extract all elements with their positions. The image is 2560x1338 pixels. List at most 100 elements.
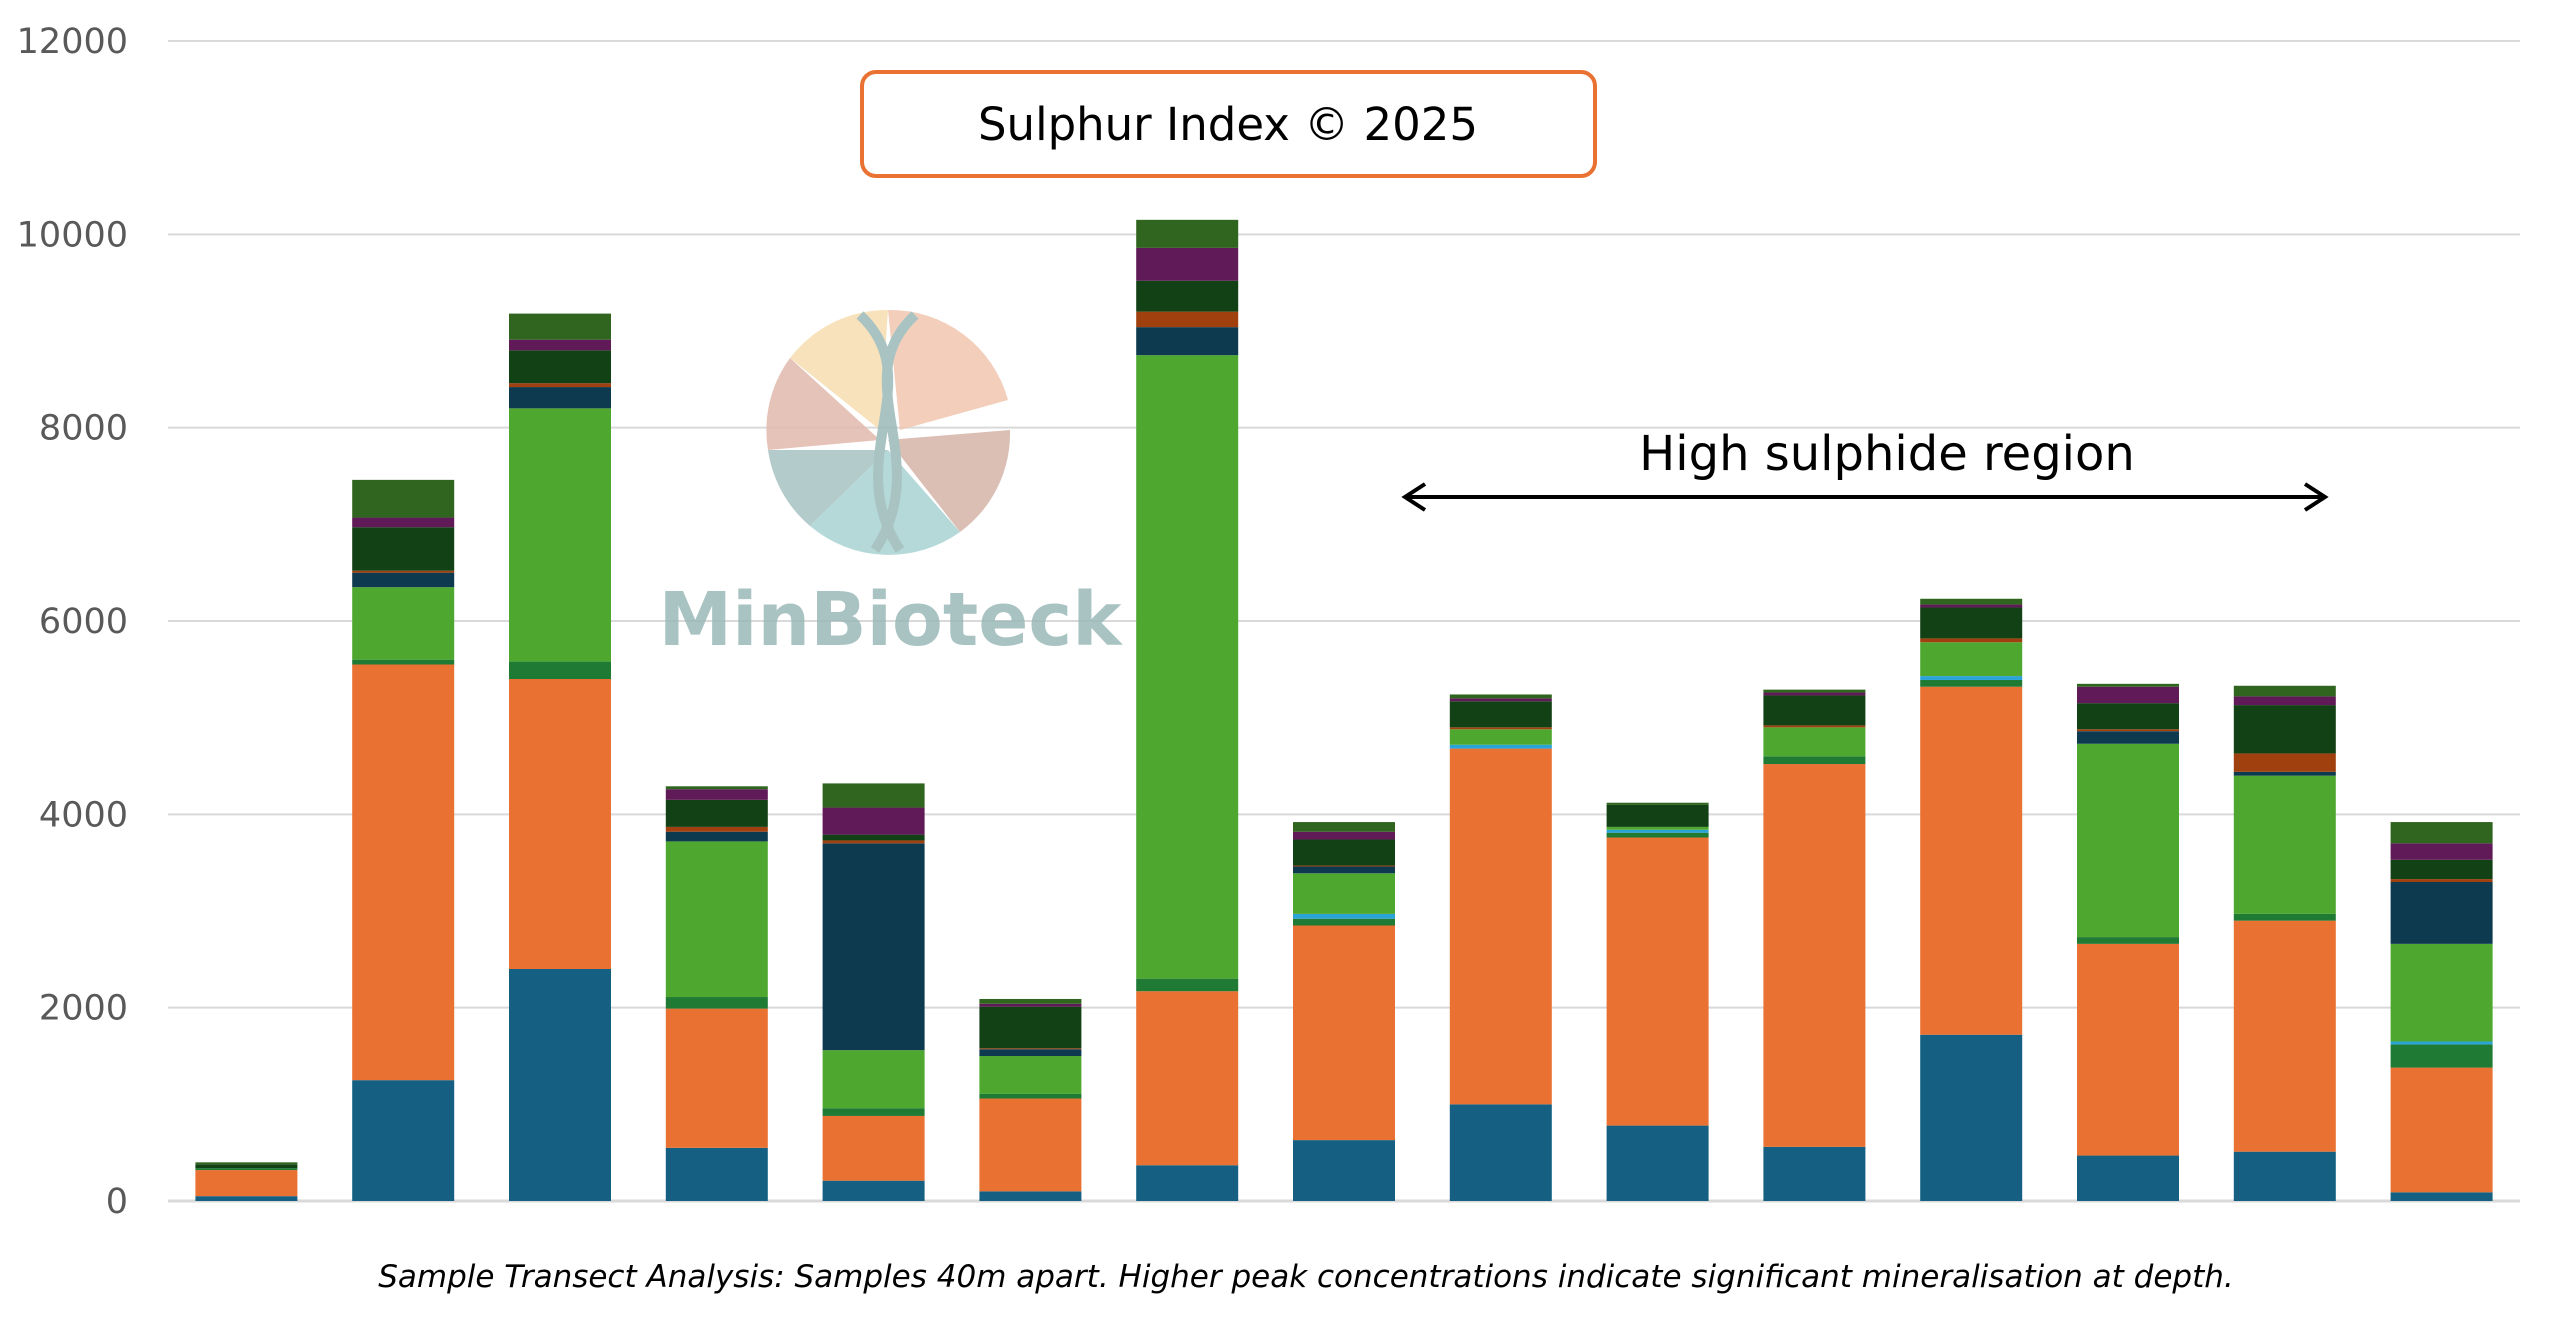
bar-segment-s8 (2390, 859, 2493, 880)
bar-segment-s10 (195, 1162, 298, 1165)
bar-segment-s8 (195, 1164, 298, 1169)
bar-segment-s9 (1293, 831, 1395, 840)
bar-stack-1 (195, 1162, 298, 1201)
bar-segment-s5 (2077, 743, 2179, 938)
bar-segment-s7 (2233, 753, 2336, 772)
bar-segment-s2 (2390, 1067, 2493, 1193)
bar-segment-s9 (352, 517, 455, 528)
bar-segment-s8 (352, 527, 455, 571)
bar-stack-3 (509, 313, 611, 1201)
y-tick-label: 12000 (17, 22, 128, 62)
chart-title-box: Sulphur Index © 2025 (860, 70, 1597, 178)
bar-segment-s7 (509, 383, 611, 388)
bar-segment-s9 (2390, 843, 2493, 860)
bar-stack-15 (2390, 822, 2493, 1201)
bar-segment-s7 (2077, 729, 2179, 732)
y-tick-label: 2000 (39, 989, 128, 1029)
bar-segment-s1 (1136, 1165, 1239, 1201)
bar-segment-s9 (1449, 698, 1552, 702)
bar-stack-12 (1920, 598, 2023, 1201)
bar-segment-s1 (1763, 1146, 1866, 1201)
bar-segment-s1 (665, 1147, 768, 1201)
bar-segment-s8 (1449, 701, 1552, 728)
bar-segment-s10 (665, 786, 768, 790)
bar-segment-s9 (509, 339, 611, 351)
bar-segment-s7 (352, 570, 455, 573)
bar-segment-s5 (979, 1056, 1082, 1094)
bar-segment-s8 (509, 350, 611, 384)
bar-segment-s2 (509, 679, 611, 969)
bar-segment-s6 (979, 1049, 1082, 1056)
bar-segment-s2 (352, 664, 455, 1081)
bar-stack-2 (352, 479, 455, 1201)
bar-segment-s10 (979, 998, 1082, 1004)
bar-segment-s9 (1763, 692, 1866, 696)
bar-segment-s7 (822, 840, 925, 844)
bar-segment-s2 (1293, 925, 1395, 1141)
bar-segment-s3 (979, 1093, 1082, 1099)
logo-circle-icon (766, 309, 1011, 555)
bar-segment-s9 (979, 1003, 1082, 1007)
bar-segment-s9 (1920, 604, 2023, 608)
bar-segment-s6 (2233, 771, 2336, 776)
bar-segment-s5 (1449, 729, 1552, 745)
bar-segment-s9 (2077, 686, 2179, 704)
bar-segment-s3 (1763, 756, 1866, 765)
bar-segment-s3 (1293, 918, 1395, 926)
y-axis-ticks: 0 2000 4000 6000 8000 10000 12000 (17, 22, 128, 1222)
bar-segment-s5 (1920, 642, 2023, 677)
bar-stack-7 (1136, 219, 1239, 1201)
bar-segment-s5 (1136, 355, 1239, 979)
bar-segment-s9 (822, 807, 925, 835)
bar-segment-s10 (2077, 683, 2179, 687)
bar-segment-s8 (2233, 705, 2336, 754)
minbioteck-logo: MinBioteck (659, 309, 1123, 663)
bar-segment-s3 (1606, 832, 1709, 838)
bar-segment-s10 (352, 479, 455, 518)
bar-segment-s7 (665, 826, 768, 832)
bar-segment-s7 (1449, 727, 1552, 730)
bar-segment-s8 (2077, 703, 2179, 730)
bar-segment-s10 (1136, 219, 1239, 248)
bar-stack-14 (2233, 685, 2336, 1201)
bar-stack-11 (1763, 689, 1866, 1201)
bar-segment-s6 (1293, 866, 1395, 874)
bar-segment-s5 (509, 408, 611, 662)
bar-segment-s5 (352, 587, 455, 660)
bar-segment-s2 (1606, 837, 1709, 1126)
bar-segment-s4 (1449, 744, 1552, 749)
bar-segment-s6 (509, 387, 611, 409)
bar-segment-s5 (1606, 826, 1709, 830)
bar-segment-s7 (1763, 725, 1866, 728)
bar-segment-s2 (2077, 943, 2179, 1156)
bar-segment-s2 (195, 1170, 298, 1197)
bar-segment-s2 (665, 1008, 768, 1148)
bar-segment-s5 (822, 1050, 925, 1109)
bar-segment-s3 (509, 661, 611, 679)
bar-segment-s1 (1293, 1140, 1395, 1201)
bar-segment-s1 (352, 1080, 455, 1201)
bar-stack-5 (822, 783, 925, 1201)
bar-segment-s3 (1136, 978, 1239, 992)
bar-segment-s1 (822, 1180, 925, 1201)
bar-segment-s5 (1763, 727, 1866, 757)
y-tick-label: 4000 (39, 795, 128, 835)
bar-segment-s2 (1920, 686, 2023, 1035)
bar-segment-s1 (979, 1191, 1082, 1201)
bar-segment-s6 (822, 843, 925, 1051)
y-tick-label: 8000 (39, 409, 128, 449)
y-tick-label: 10000 (17, 215, 128, 255)
bar-segment-s6 (2077, 731, 2179, 744)
double-arrow-icon (1401, 482, 2329, 512)
bar-segment-s9 (1136, 247, 1239, 281)
bar-segment-s1 (195, 1196, 298, 1201)
bar-segment-s2 (1449, 748, 1552, 1105)
bar-stack-4 (665, 786, 768, 1201)
bar-segment-s5 (2233, 775, 2336, 914)
bar-segment-s7 (2390, 879, 2493, 882)
bar-segment-s1 (1606, 1125, 1709, 1201)
y-tick-label: 6000 (39, 602, 128, 642)
bar-segment-s1 (2390, 1192, 2493, 1201)
bars (195, 219, 2493, 1201)
bar-segment-s8 (1763, 695, 1866, 726)
